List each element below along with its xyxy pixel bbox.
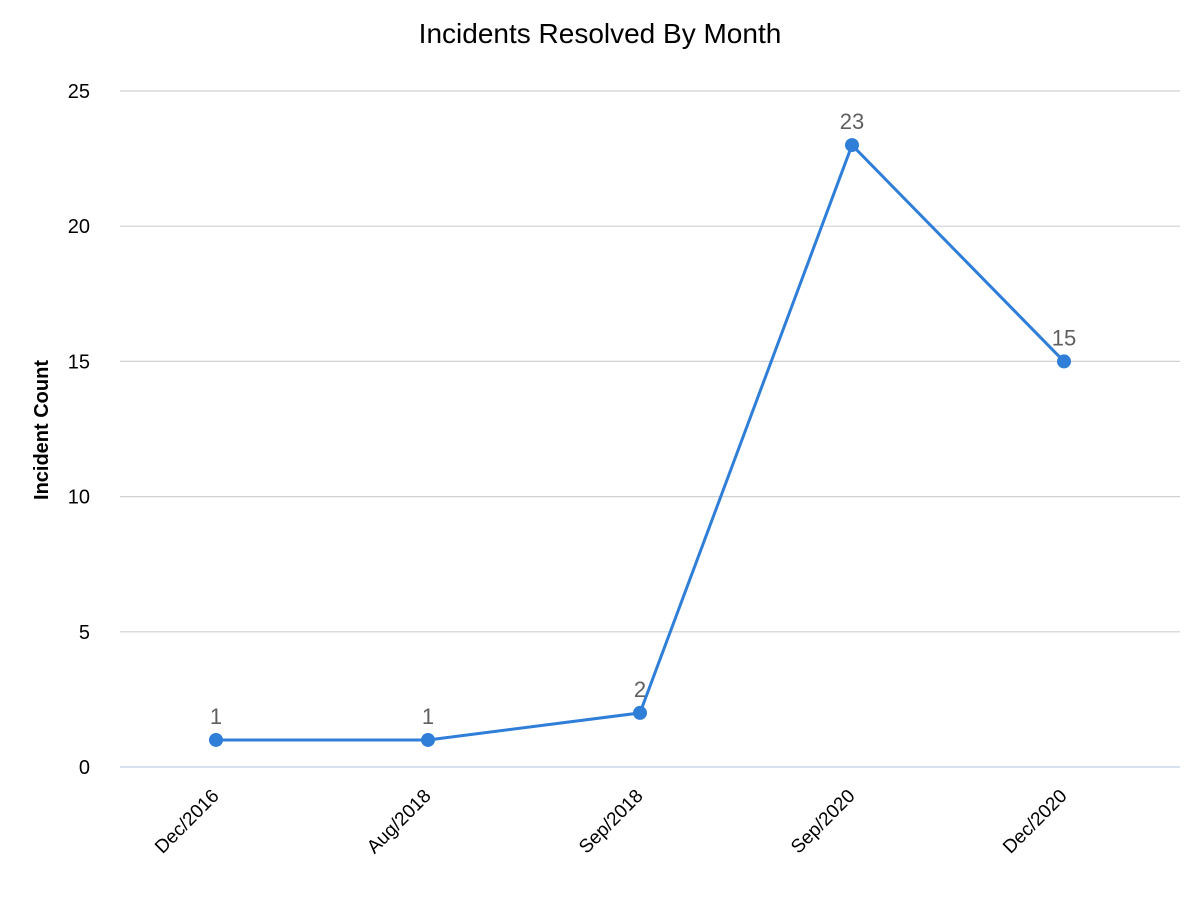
x-axis-ticks: Dec/2016 Aug/2018 Sep/2018 Sep/2020 Dec/2020 xyxy=(151,786,1071,858)
y-tick-label: 20 xyxy=(68,216,90,238)
x-tick-label: Aug/2018 xyxy=(363,786,435,858)
data-label: 23 xyxy=(840,109,864,134)
y-axis-ticks: 0 5 10 15 20 25 xyxy=(68,81,90,779)
y-tick-label: 0 xyxy=(79,757,90,779)
data-label: 1 xyxy=(210,704,222,729)
data-point[interactable] xyxy=(633,705,647,720)
y-tick-label: 15 xyxy=(68,351,90,373)
gridlines xyxy=(120,90,1180,768)
data-label: 15 xyxy=(1052,325,1076,350)
x-tick-label: Dec/2020 xyxy=(999,786,1071,858)
x-tick-label: Sep/2018 xyxy=(575,786,647,858)
y-axis-label: Incident Count xyxy=(31,360,53,500)
y-tick-label: 10 xyxy=(68,487,90,509)
data-point[interactable] xyxy=(421,732,435,747)
chart-title: Incidents Resolved By Month xyxy=(419,18,782,49)
x-tick-label: Dec/2016 xyxy=(151,786,223,858)
y-tick-label: 5 xyxy=(79,622,90,644)
x-tick-label: Sep/2020 xyxy=(787,786,859,858)
data-label: 2 xyxy=(634,677,646,702)
data-point[interactable] xyxy=(209,732,223,747)
y-tick-label: 25 xyxy=(68,81,90,103)
data-label: 1 xyxy=(422,704,434,729)
data-point[interactable] xyxy=(1057,354,1071,369)
data-point[interactable] xyxy=(845,138,859,153)
series-line xyxy=(216,143,1066,742)
